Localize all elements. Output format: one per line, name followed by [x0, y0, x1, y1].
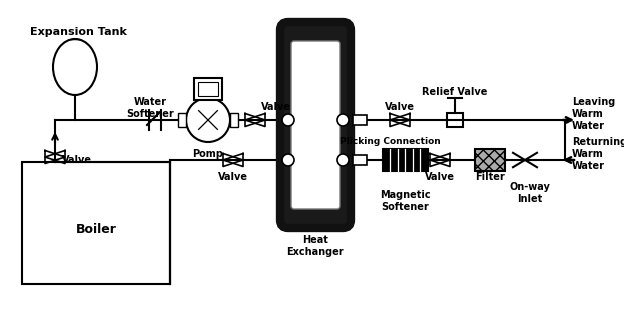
Bar [475, 149, 505, 171]
Bar [353, 155, 367, 165]
Bar [353, 115, 367, 125]
Text: Boiler: Boiler [76, 223, 117, 236]
Text: On-way
Inlet: On-way Inlet [510, 182, 550, 204]
Bar [230, 113, 238, 127]
Bar [198, 82, 218, 96]
Text: Relief Valve: Relief Valve [422, 87, 488, 97]
Text: Valve: Valve [385, 102, 415, 112]
Text: Heat
Exchanger: Heat Exchanger [286, 235, 344, 256]
Bar [194, 78, 222, 100]
Text: Leaving
Warm
Water: Leaving Warm Water [572, 97, 615, 131]
Circle shape [186, 98, 230, 142]
Circle shape [337, 154, 349, 166]
Circle shape [337, 114, 349, 126]
Text: Returning
Warm
Water: Returning Warm Water [572, 137, 624, 171]
Text: Valve: Valve [218, 172, 248, 182]
Bar [22, 162, 170, 284]
FancyBboxPatch shape [280, 22, 351, 228]
Text: Valve: Valve [62, 155, 92, 165]
Text: Valve: Valve [425, 172, 455, 182]
Text: Water
Softener: Water Softener [126, 97, 174, 119]
Bar [178, 113, 186, 127]
Text: Pomp: Pomp [193, 149, 223, 159]
Circle shape [282, 154, 294, 166]
Text: Filter: Filter [475, 172, 505, 182]
Text: Expansion Tank: Expansion Tank [30, 27, 127, 37]
Circle shape [282, 114, 294, 126]
Text: Magnetic
Softener: Magnetic Softener [379, 190, 431, 212]
Text: Valve: Valve [261, 102, 291, 112]
Bar [447, 113, 463, 127]
FancyBboxPatch shape [291, 41, 340, 209]
Text: Plicking Connection: Plicking Connection [340, 137, 441, 146]
Bar [383, 149, 427, 171]
